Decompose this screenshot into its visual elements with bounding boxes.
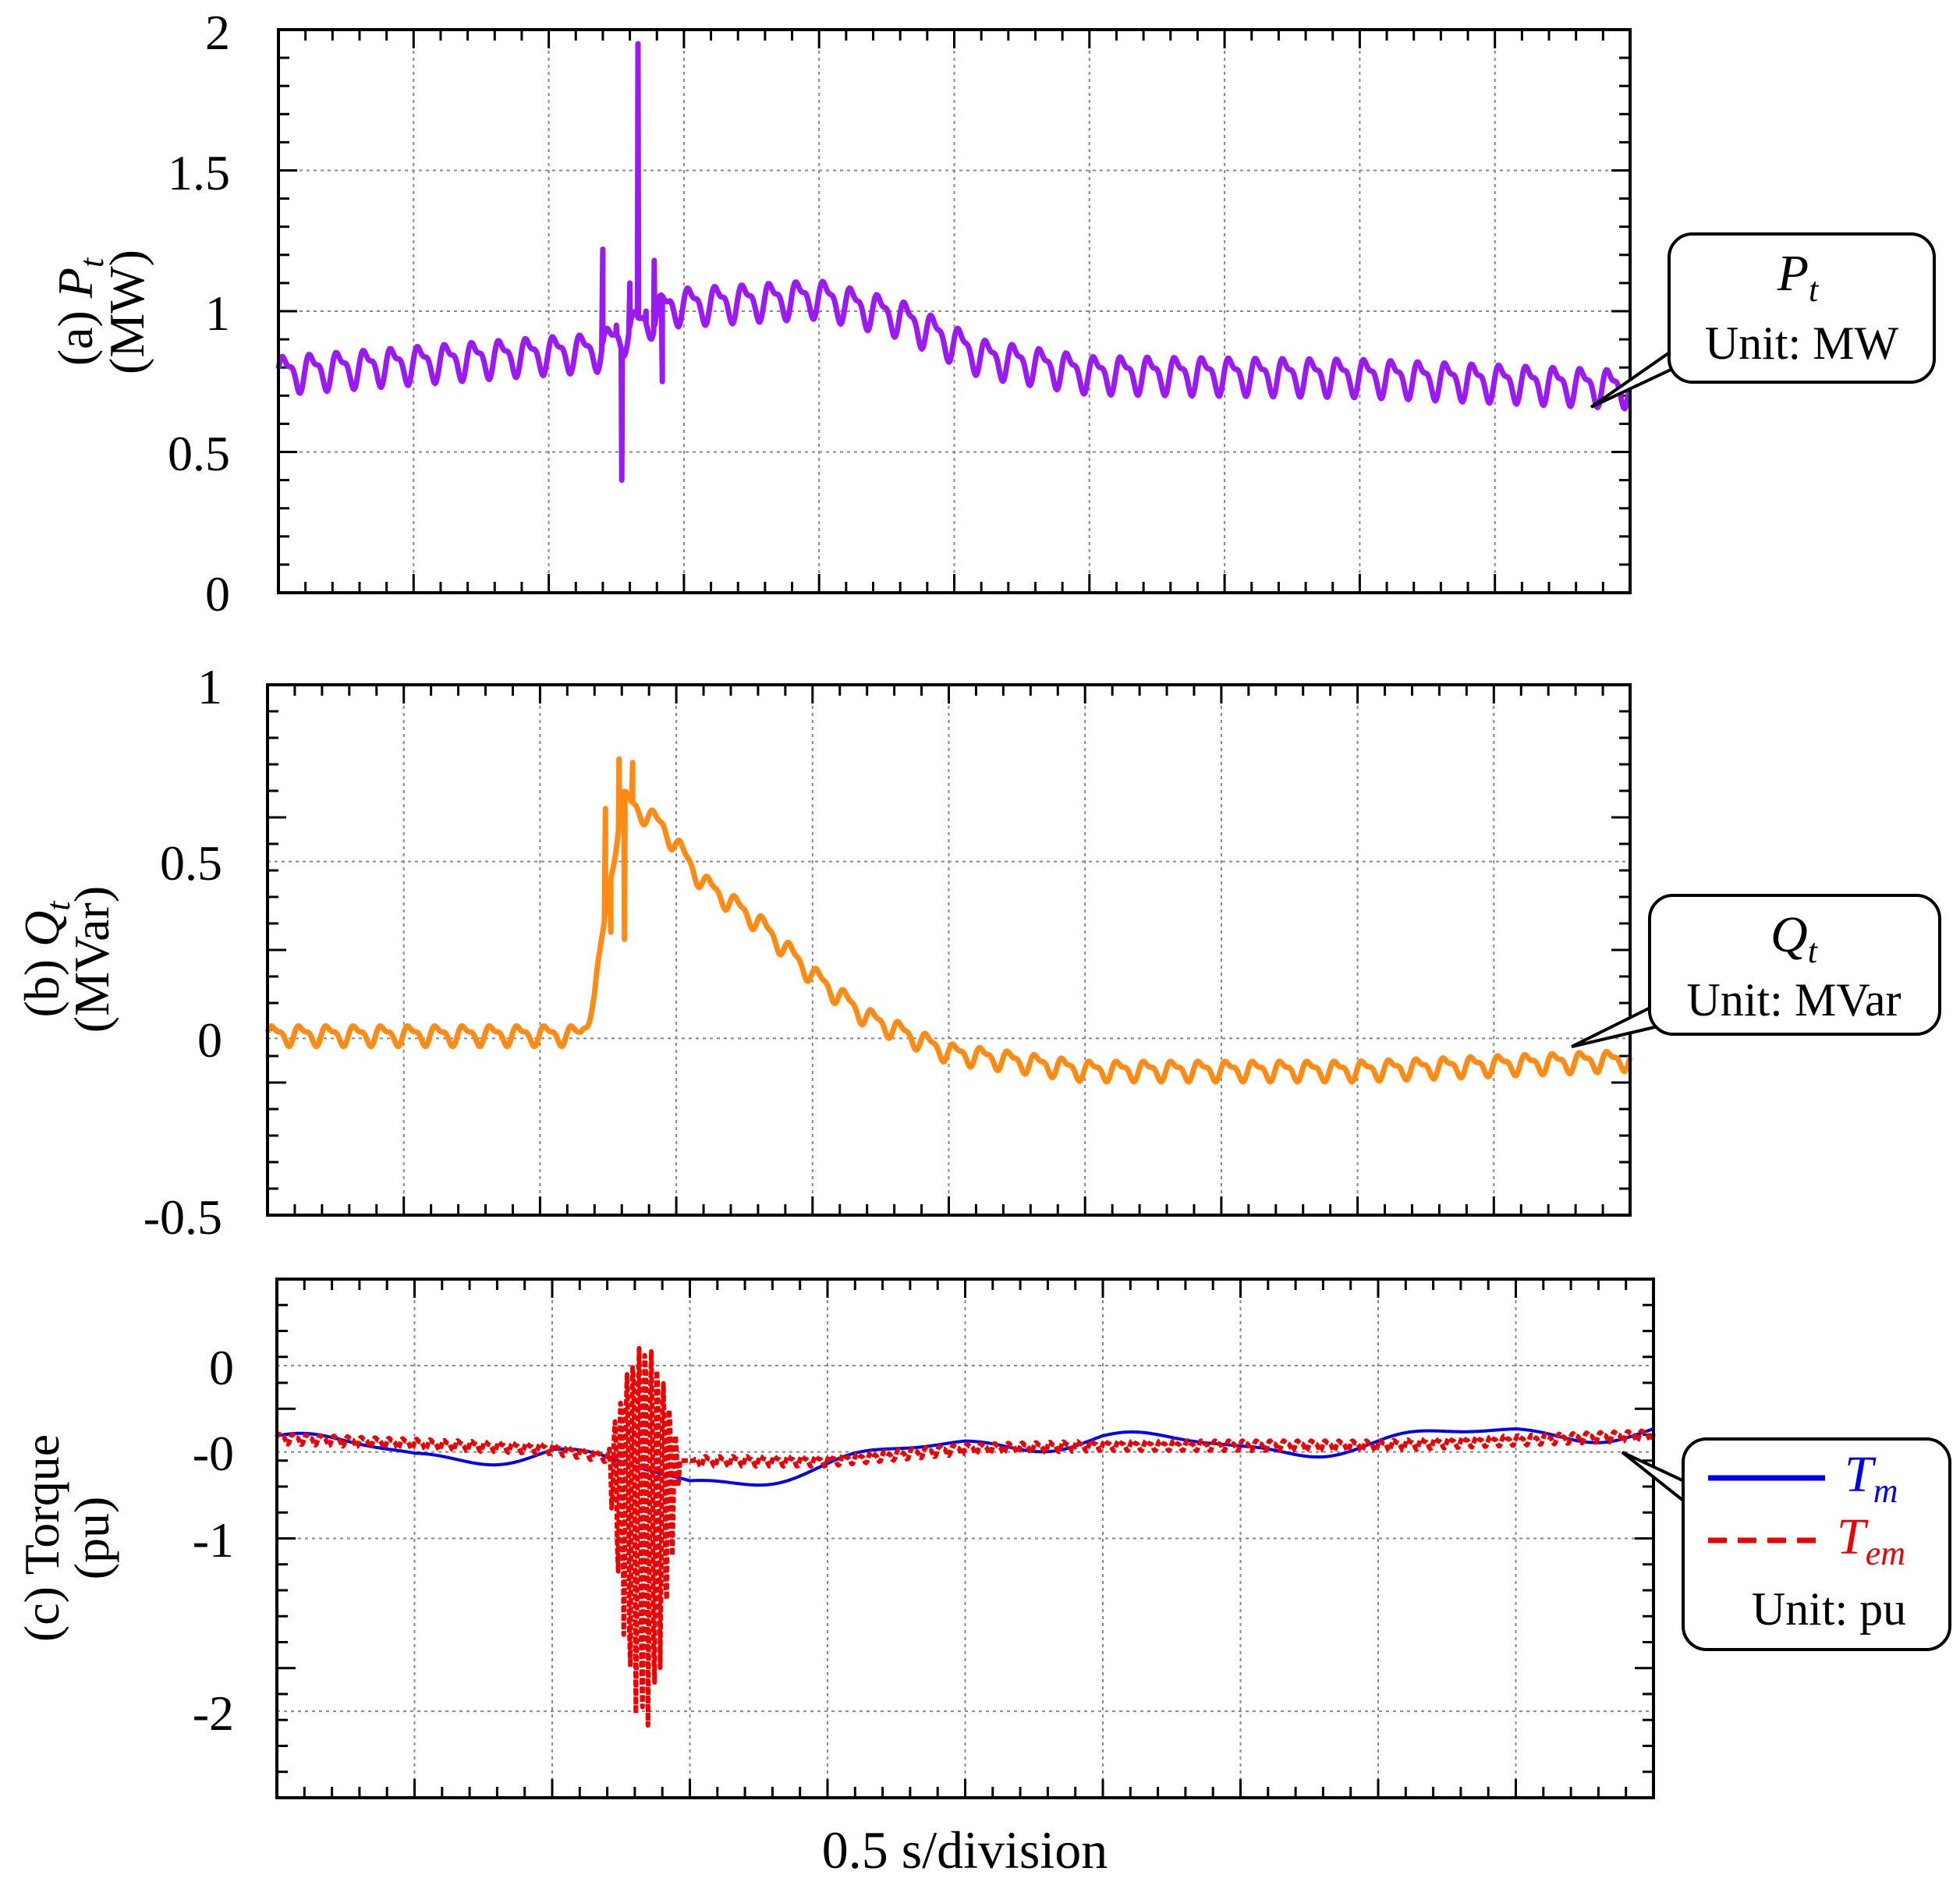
series-line-t-m: [276, 1427, 1654, 1487]
b-ylabel-symbol: Q: [14, 911, 69, 947]
panel-b-series: [264, 756, 1633, 1085]
c-legend-box: [1682, 1437, 1951, 1651]
svg-text:Pt: Pt: [1777, 245, 1820, 309]
legend-tem-sub: em: [1866, 1534, 1905, 1572]
b-ylabel-prefix: (b): [14, 947, 69, 1018]
a-ytick-label-2: 1: [205, 285, 230, 341]
a-callout-unit: Unit: MW: [1705, 317, 1899, 369]
a-ytick-label-1: 0.5: [168, 426, 230, 481]
x-axis-label: 0.5 s/division: [822, 1820, 1108, 1880]
legend-tm-sub: m: [1873, 1472, 1898, 1510]
panel-a-ylabel: (a) Pt (MW): [48, 250, 154, 374]
b-callout-sub: t: [1808, 932, 1819, 970]
panel-c-minor-ticks: [277, 1279, 1653, 1798]
b-ylabel-unit: (MVar): [64, 886, 119, 1033]
svg-text:Tm: Tm: [1845, 1446, 1898, 1510]
panel-b-qt: -0.5 0 0.5 1 (b) Qt (MVar) Qt Unit: MVar: [14, 659, 1941, 1245]
b-callout-symbol: Q: [1770, 906, 1808, 963]
b-callout-unit: Unit: MVar: [1687, 974, 1902, 1026]
panel-a-series: [275, 41, 1633, 484]
panel-a-minor-ticks: [278, 30, 1630, 593]
a-callout-box: [1668, 232, 1936, 384]
panel-c-torque: -2 -1 -0 0 (c) Torque (pu) 0.5 s/divisio…: [14, 1278, 1951, 1880]
svg-text:(a) Pt: (a) Pt: [48, 257, 111, 366]
series-line-p-t: [275, 41, 1633, 484]
b-ylabel-sub: t: [39, 900, 77, 911]
b-callout-box: [1648, 894, 1941, 1036]
c-ytick-label-3: 0: [209, 1340, 234, 1395]
panel-c-y-tick-labels: -2 -1 -0 0: [193, 1340, 234, 1741]
legend-unit: Unit: pu: [1752, 1583, 1906, 1635]
panel-c-legend: Tm Tem Unit: pu: [1621, 1437, 1951, 1651]
a-ytick-label-4: 2: [205, 5, 230, 60]
c-ytick-label-1: -1: [193, 1512, 234, 1568]
c-ytick-label-2: -0: [193, 1426, 234, 1481]
panel-a-callout: Pt Unit: MW: [1590, 232, 1936, 409]
b-callout-pointer: [1571, 999, 1663, 1048]
panel-a-grid: [278, 30, 1630, 593]
panel-a-frame: [277, 28, 1632, 594]
a-ylabel-unit: (MW): [99, 250, 154, 374]
panel-b-frame: [266, 683, 1632, 1217]
panel-b-ylabel: (b) Qt (MVar): [14, 886, 119, 1033]
panel-a-y-tick-labels: 0 0.5 1 1.5 2: [168, 5, 230, 622]
c-ylabel-unit: (pu): [64, 1497, 119, 1580]
panel-b-y-tick-labels: -0.5 0 0.5 1: [144, 659, 222, 1245]
legend-tm-symbol: T: [1845, 1446, 1877, 1503]
c-ylabel: (c) Torque: [14, 1434, 69, 1642]
a-ylabel-symbol: P: [48, 268, 103, 299]
panel-b-callout: Qt Unit: MVar: [1571, 894, 1941, 1048]
a-ytick-label-0: 0: [205, 566, 230, 622]
svg-text:Tem: Tem: [1837, 1508, 1905, 1572]
a-ylabel-sub: t: [73, 257, 111, 268]
b-ytick-label-3: 1: [197, 659, 222, 714]
svg-text:Qt: Qt: [1770, 906, 1819, 970]
series-line-t-em: [275, 1345, 1656, 1728]
panel-b-grid: [268, 685, 1630, 1215]
b-ytick-label-1: 0: [197, 1012, 222, 1068]
a-ytick-label-3: 1.5: [168, 145, 230, 200]
a-ylabel-prefix: (a): [48, 298, 103, 366]
b-ytick-label-2: 0.5: [160, 835, 222, 891]
c-ytick-label-0: -2: [193, 1685, 234, 1741]
legend-tem-symbol: T: [1837, 1508, 1869, 1565]
b-ytick-label-0: -0.5: [144, 1189, 222, 1245]
panel-c-grid: [277, 1279, 1653, 1798]
a-callout-symbol: P: [1777, 245, 1809, 302]
svg-text:(b) Qt: (b) Qt: [14, 900, 77, 1018]
a-callout-sub: t: [1809, 271, 1820, 309]
panel-b-minor-ticks: [268, 685, 1630, 1215]
panel-c-series: [275, 1345, 1656, 1728]
panel-c-ylabel: (c) Torque (pu): [14, 1434, 119, 1642]
panel-c-frame: [275, 1278, 1655, 1799]
series-line-q-t: [264, 756, 1633, 1085]
panel-a-pt: 0 0.5 1 1.5 2 (a) Pt (MW) Pt Unit: MW: [48, 5, 1936, 622]
